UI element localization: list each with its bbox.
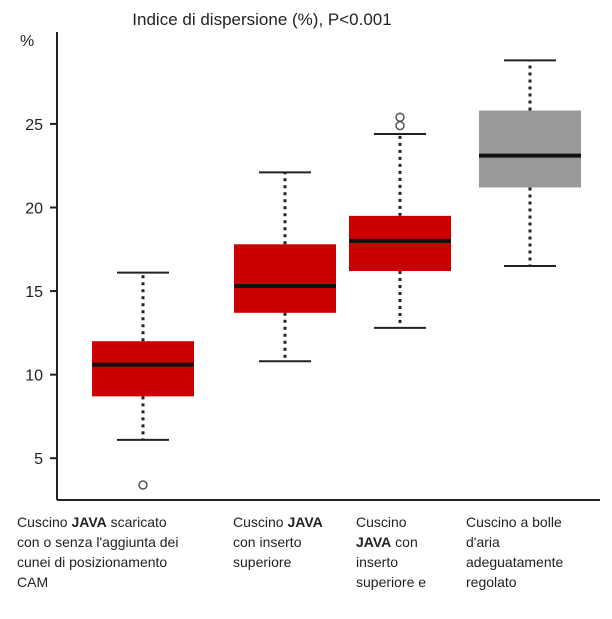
- y-tick-label: 25: [25, 117, 43, 134]
- category-label-2: Cuscino JAVA con inserto superiore: [233, 514, 323, 570]
- y-axis-unit: %: [20, 33, 34, 50]
- y-tick-label: 20: [25, 201, 43, 218]
- category-label-4: Cuscino a bolle d'aria adeguatamente regola…: [466, 514, 564, 590]
- box-3: [349, 112, 451, 329]
- category-label-1: Cuscino JAVA scaricato con o senza l'aggi…: [17, 514, 179, 590]
- iqr-box: [92, 341, 194, 397]
- y-tick-label: 10: [25, 368, 43, 385]
- iqr-box: [234, 244, 336, 313]
- chart-title: Indice di dispersione (%), P<0.001: [132, 10, 391, 29]
- outlier-point: [395, 120, 405, 131]
- y-tick-label: 15: [25, 284, 43, 301]
- box-series: [92, 59, 581, 490]
- box-2: [234, 171, 336, 363]
- box-4: [479, 59, 581, 267]
- box-1: [92, 271, 194, 490]
- y-axis: 5 10 15 20 25: [25, 32, 600, 501]
- boxplot-chart: Indice di dispersione (%), P<0.001 % 5 10…: [20, 10, 600, 501]
- iqr-box: [349, 215, 451, 272]
- category-label-3: Cuscino JAVA con inserto superiore e: [356, 514, 427, 590]
- y-tick-label: 5: [34, 451, 43, 468]
- iqr-box: [479, 110, 581, 188]
- outlier-point: [395, 112, 405, 122]
- outlier-point: [138, 480, 148, 490]
